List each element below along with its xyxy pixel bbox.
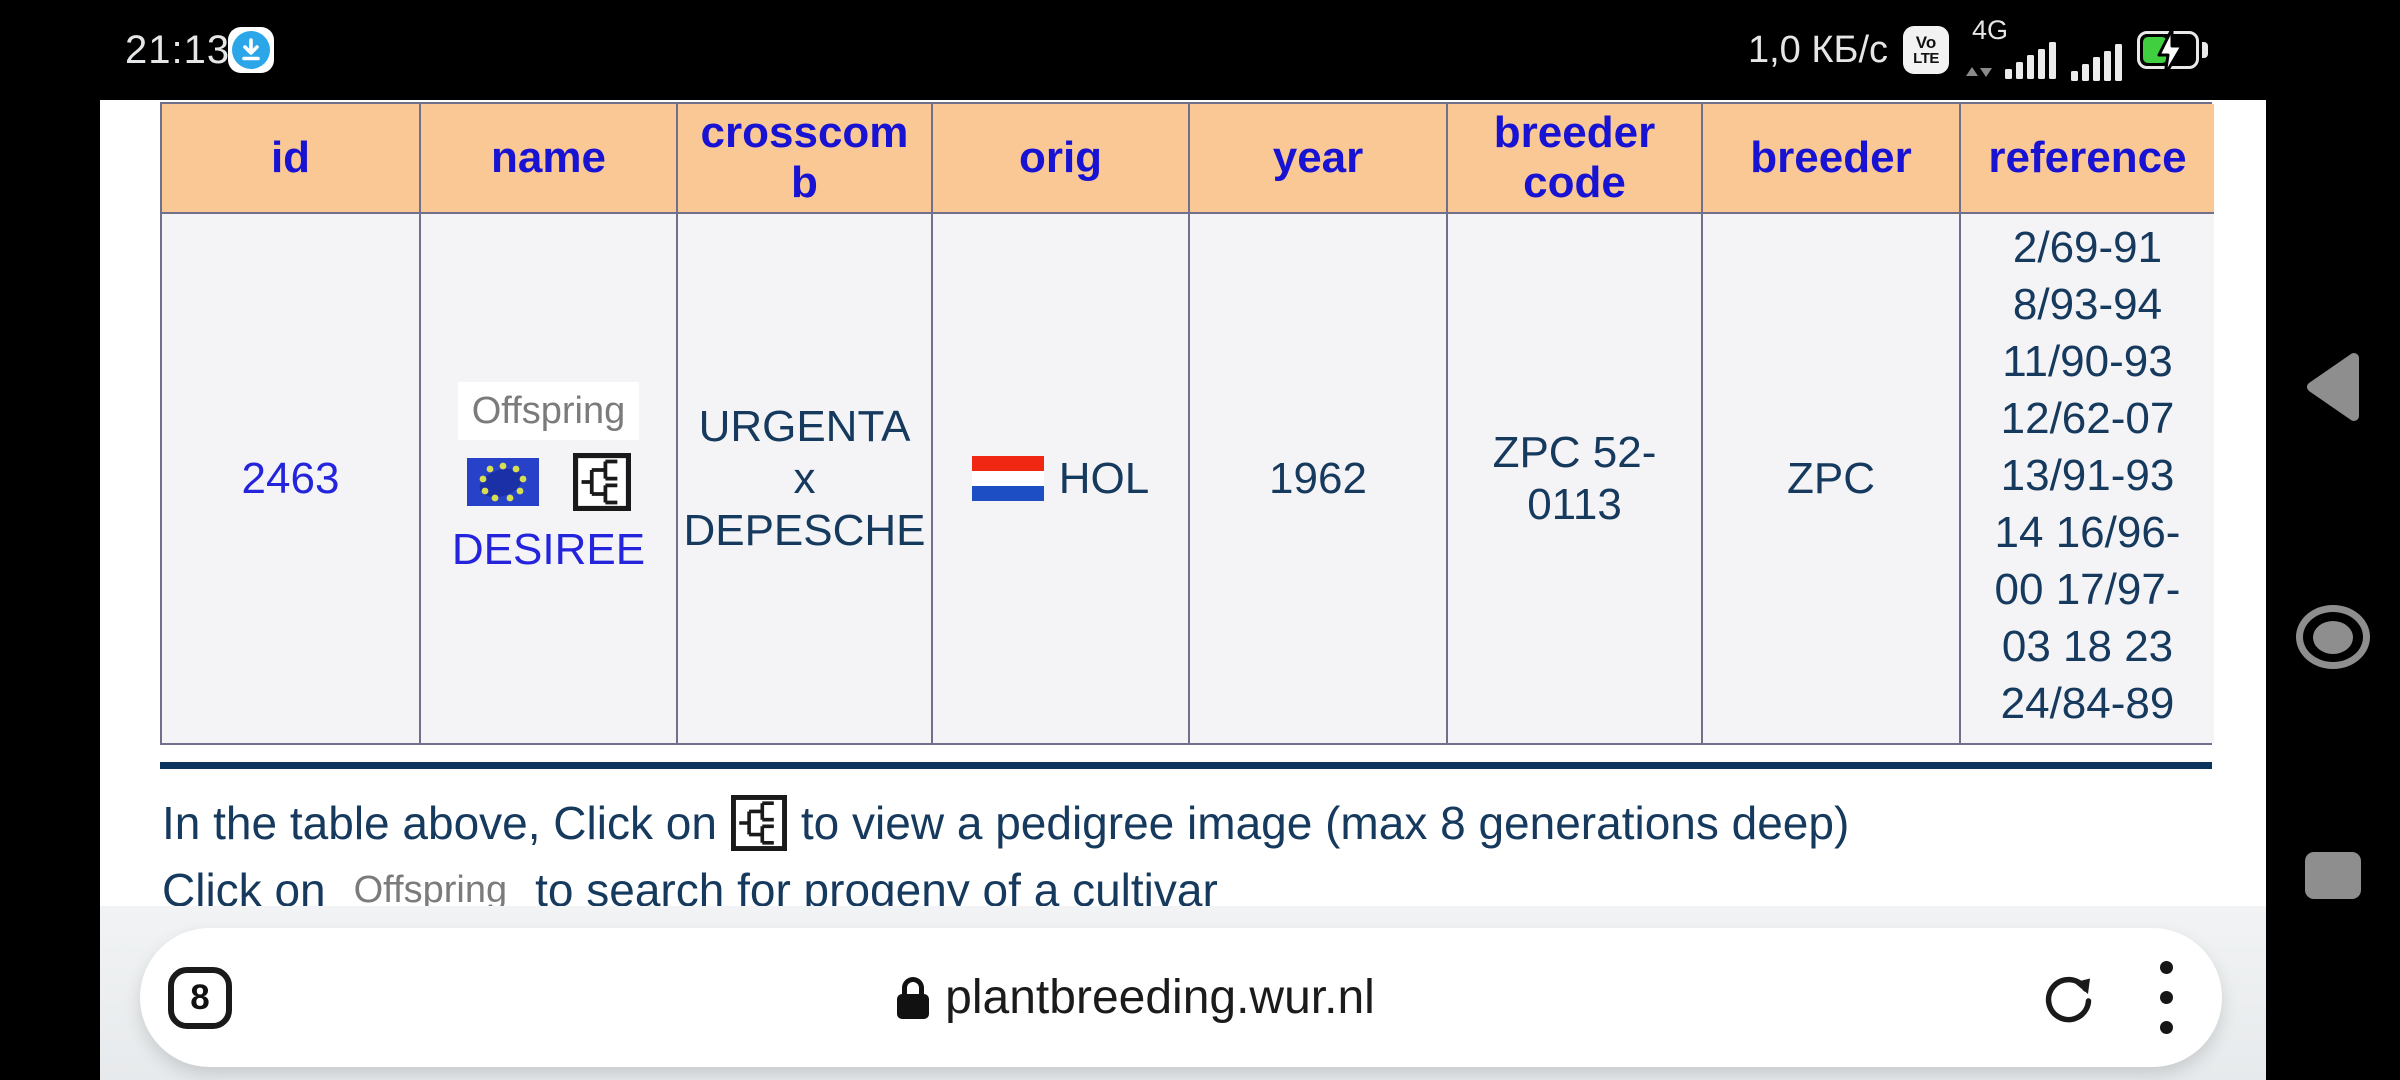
address-bar[interactable]: plantbreeding.wur.nl: [232, 970, 2040, 1025]
col-header-orig: orig: [931, 104, 1188, 214]
web-content: id name crosscomb orig year breeder code…: [100, 100, 2266, 924]
volte-icon: Vo LTE: [1903, 26, 1949, 74]
network-type-label: 4G: [1972, 15, 2009, 45]
cell-crosscomb: URGENTA x DEPESCHE: [676, 214, 931, 743]
cell-name: Offspring: [419, 214, 676, 743]
col-header-breeder-code: breeder code: [1446, 104, 1701, 214]
cultivar-name-link[interactable]: DESIREE: [451, 524, 646, 574]
cell-reference: 2/69-91 8/93-94 11/90-93 12/62-07 13/91-…: [1959, 214, 2214, 743]
eu-plant-variety-icon[interactable]: [466, 457, 539, 506]
col-header-breeder: breeder: [1701, 104, 1959, 214]
back-button[interactable]: [2266, 350, 2400, 424]
col-header-id: id: [162, 104, 419, 214]
cultivar-table: id name crosscomb orig year breeder code…: [160, 102, 2214, 745]
netherlands-flag-icon: [971, 456, 1044, 501]
orig-code: HOL: [1058, 453, 1150, 503]
cell-year: 1962: [1188, 214, 1446, 743]
note-pedigree: In the table above, Click on to view a p…: [162, 795, 1850, 851]
tab-count: 8: [190, 977, 210, 1017]
cell-breeder-code: ZPC 52-0113: [1446, 214, 1701, 743]
pedigree-icon[interactable]: [731, 795, 787, 851]
cultivar-id-link[interactable]: 2463: [241, 453, 340, 503]
android-nav-bar: [2266, 100, 2400, 1080]
data-activity-arrows-icon: [1966, 67, 1992, 77]
clock: 21:13: [125, 27, 231, 72]
secure-lock-icon[interactable]: [897, 976, 930, 1019]
network-speed: 1,0 КБ/с: [1747, 28, 1888, 71]
divider-rule: [160, 762, 2212, 769]
col-header-crosscomb: crosscomb: [676, 104, 931, 214]
url-text: plantbreeding.wur.nl: [945, 971, 1375, 1024]
download-notification-icon: [228, 27, 274, 73]
cell-orig: HOL: [931, 214, 1188, 743]
omnibox[interactable]: 8 plantbreeding.wur.nl: [140, 928, 2222, 1067]
reload-button[interactable]: [2040, 969, 2098, 1027]
offspring-button[interactable]: Offspring: [457, 381, 640, 440]
home-button[interactable]: [2266, 605, 2400, 669]
col-header-name: name: [419, 104, 676, 214]
battery-charging-icon: [2137, 27, 2208, 77]
col-header-year: year: [1188, 104, 1446, 214]
tab-switcher-button[interactable]: 8: [168, 966, 232, 1029]
signal-bars-sim1-icon: 4G: [1964, 15, 2056, 81]
pedigree-icon[interactable]: [573, 453, 631, 511]
signal-bars-sim2-icon: [2071, 19, 2122, 81]
cell-breeder: ZPC: [1701, 214, 1959, 743]
browser-menu-icon[interactable]: [2156, 961, 2176, 1034]
col-header-reference: reference: [1959, 104, 2214, 214]
cell-id: 2463: [162, 214, 419, 743]
browser-bottom-bar: 8 plantbreeding.wur.nl: [100, 906, 2266, 1080]
status-bar: 21:13 1,0 КБ/с Vo LTE 4G: [0, 0, 2400, 100]
recent-apps-button[interactable]: [2266, 852, 2400, 899]
